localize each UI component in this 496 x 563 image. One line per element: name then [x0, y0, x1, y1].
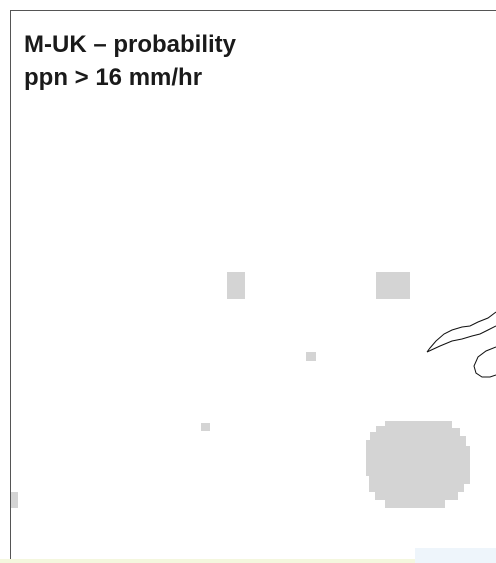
bottom-panel: [415, 548, 496, 563]
prob-blob: [366, 421, 470, 508]
prob-cell: [11, 492, 18, 508]
coastline: [426, 311, 496, 378]
bottom-strip: [0, 559, 496, 563]
prob-cell: [201, 423, 210, 431]
title-line-2: ppn > 16 mm/hr: [24, 64, 202, 91]
title-line-1: M-UK – probability: [24, 31, 237, 58]
prob-cell: [227, 272, 245, 299]
prob-cell: [306, 352, 316, 361]
probability-areas: [11, 272, 470, 508]
prob-cell: [376, 272, 410, 299]
